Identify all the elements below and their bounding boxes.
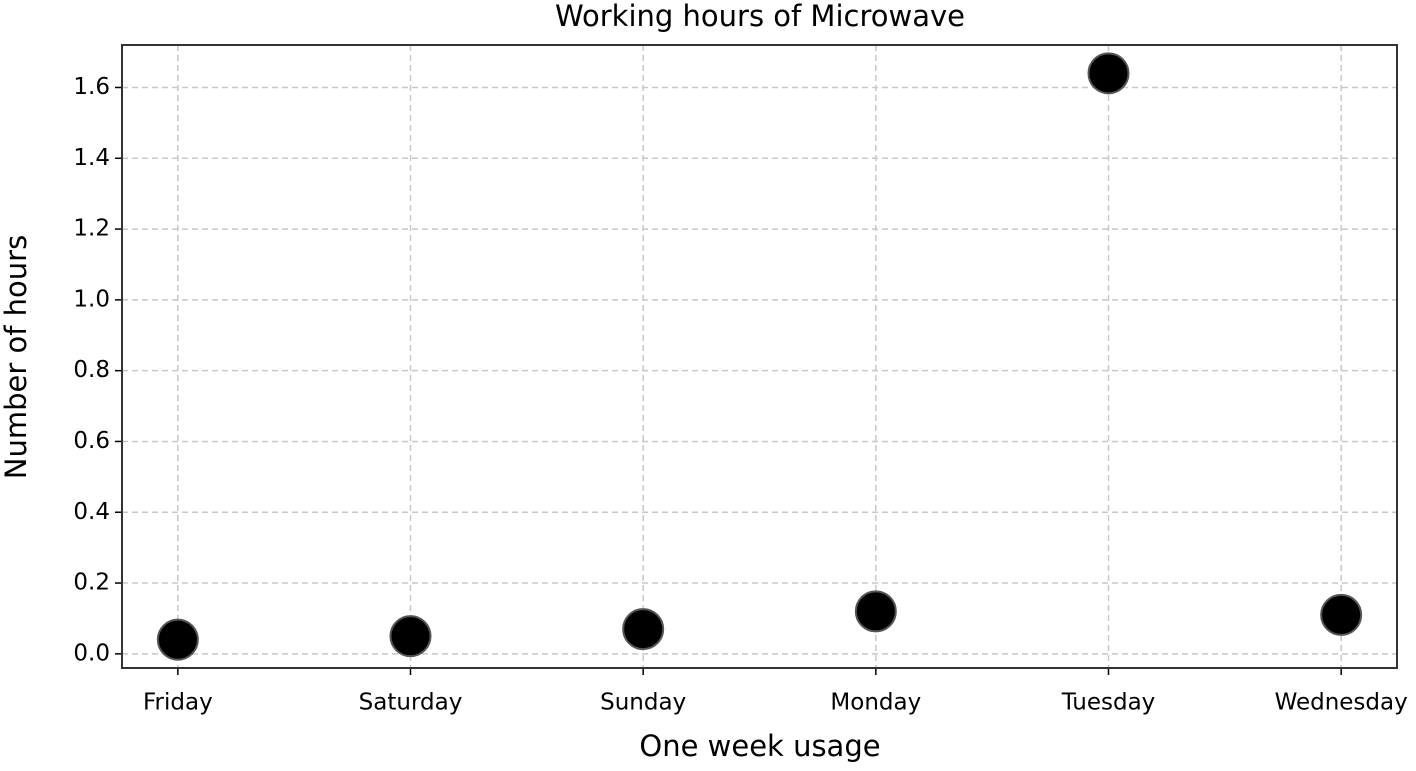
x-tick-label: Tuesday [1061,690,1156,716]
y-tick-label: 1.4 [73,145,110,171]
y-tick-label: 1.2 [73,216,110,242]
point [1087,52,1130,95]
point [389,615,432,658]
y-tick-label: 0.4 [73,499,110,525]
x-tick-label: Friday [143,690,213,716]
point [156,618,199,661]
y-tick-label: 0.6 [73,428,110,454]
y-tick-label: 0.8 [73,357,110,383]
point [622,608,665,651]
y-tick-label: 1.0 [73,286,110,312]
point [1320,593,1363,636]
x-axis-label: One week usage [639,729,880,763]
x-tick-label: Sunday [600,690,686,716]
point [854,590,897,633]
x-tick-label: Wednesday [1275,690,1408,716]
x-tick-label: Monday [830,690,921,716]
x-tick-label: Saturday [359,690,463,716]
chart-title: Working hours of Microwave [555,0,965,33]
y-axis-label: Number of hours [0,235,33,479]
y-tick-label: 0.2 [73,570,110,596]
y-tick-label: 0.0 [73,640,110,666]
plot-frame [121,44,1398,669]
y-tick-label: 1.6 [73,74,110,100]
